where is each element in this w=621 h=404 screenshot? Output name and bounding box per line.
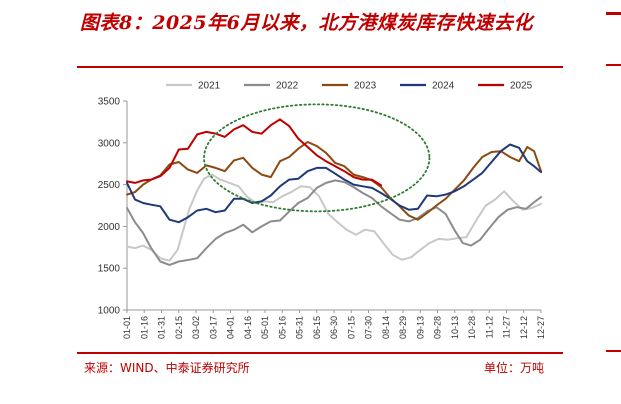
x-tick-label: 09-13 — [415, 316, 425, 339]
x-tick-label: 01-16 — [139, 316, 149, 339]
x-tick-label: 02-15 — [174, 316, 184, 339]
x-tick-label: 01-31 — [157, 316, 167, 339]
x-tick-label: 05-31 — [295, 316, 305, 339]
x-tick-label: 04-16 — [243, 316, 253, 339]
x-tick-label: 04-01 — [226, 316, 236, 339]
x-tick-label: 01-01 — [122, 316, 132, 339]
legend-label-2022: 2022 — [276, 81, 299, 92]
unit-note: 单位：万吨 — [484, 361, 545, 375]
title-divider — [77, 66, 563, 68]
x-tick-label: 11-27 — [502, 316, 512, 338]
legend-label-2021: 2021 — [198, 81, 221, 92]
legend-label-2024: 2024 — [432, 81, 455, 92]
x-axis: 01-01 01-16 01-31 02-15 03-02 03-17 04-01 04-16… — [122, 309, 546, 339]
x-tick-label: 06-30 — [329, 316, 339, 339]
legend-label-2023: 2023 — [354, 81, 377, 92]
x-tick-label: 07-15 — [346, 316, 356, 339]
x-tick-label: 10-13 — [450, 316, 460, 339]
y-tick-label: 3000 — [98, 138, 121, 149]
adjacent-panel-tick-bottom — [606, 350, 621, 352]
footer-divider — [77, 352, 563, 354]
x-tick-label: 05-16 — [277, 316, 287, 339]
adjacent-panel-tick — [606, 64, 621, 66]
x-tick-label: 06-15 — [312, 316, 322, 339]
y-tick-label: 1500 — [98, 264, 121, 275]
y-axis: 1000 1500 2000 2500 3000 3500 — [98, 97, 128, 317]
chart-legend: 2021 2022 2023 2024 2025 — [166, 81, 533, 92]
x-tick-label: 07-30 — [364, 316, 374, 339]
x-tick-label: 12-12 — [519, 316, 529, 339]
adjacent-panel-rule — [606, 12, 621, 15]
y-tick-label: 2000 — [98, 222, 121, 233]
series-line-2022 — [126, 179, 542, 266]
highlight-group — [203, 103, 431, 213]
x-tick-label: 09-28 — [433, 316, 443, 339]
y-tick-label: 3500 — [98, 97, 121, 108]
legend-label-2025: 2025 — [510, 81, 533, 92]
x-tick-label: 03-02 — [191, 316, 201, 339]
highlight-ellipse — [203, 103, 431, 213]
source-note: 来源：WIND、中泰证券研究所 — [84, 361, 250, 375]
x-tick-label: 12-27 — [536, 316, 546, 339]
x-tick-label: 08-14 — [381, 316, 391, 339]
series-line-2024 — [126, 143, 542, 224]
series-line-2025 — [126, 118, 383, 187]
series-line-2021 — [126, 173, 542, 262]
y-tick-label: 1000 — [98, 306, 121, 317]
x-tick-label: 11-12 — [484, 316, 494, 338]
series-line-2023 — [126, 141, 542, 221]
series-group — [126, 118, 542, 266]
x-tick-label: 05-01 — [260, 316, 270, 339]
inventory-line-chart: 2021 2022 2023 2024 2025 1000 1500 2000 2500 300… — [98, 81, 546, 340]
figure-title: 图表8：2025年6月以来，北方港煤炭库存快速去化 — [80, 12, 533, 34]
x-tick-label: 10-28 — [467, 316, 477, 339]
x-tick-label: 08-29 — [398, 316, 408, 339]
y-tick-label: 2500 — [98, 180, 121, 191]
x-tick-label: 03-17 — [208, 316, 218, 339]
